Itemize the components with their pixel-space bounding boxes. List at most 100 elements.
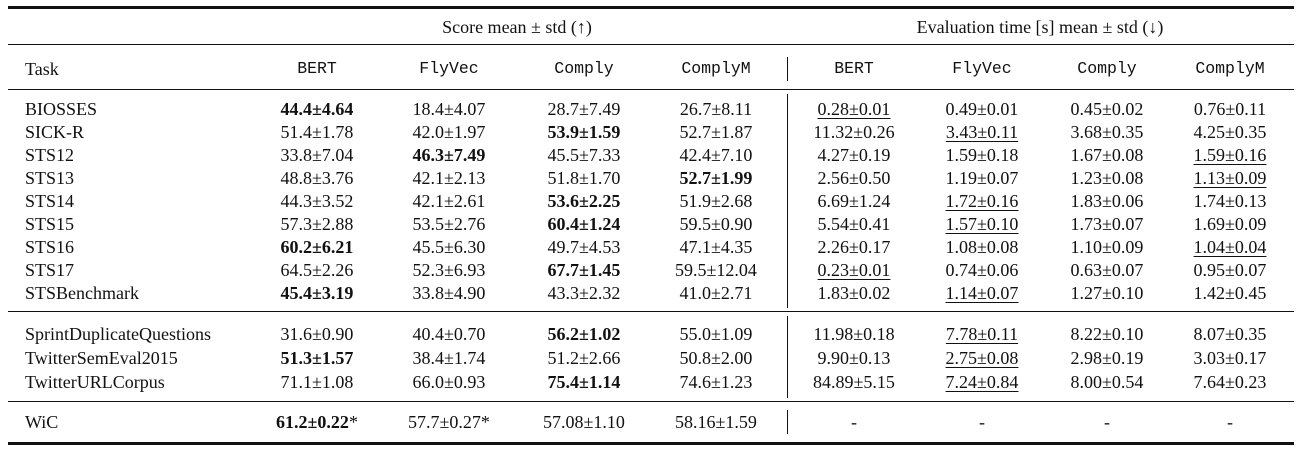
time-cell: 0.76±0.11 — [1194, 98, 1266, 120]
time-cell: 1.67±0.08 — [1071, 144, 1144, 166]
score-value: 51.4±1.78 — [280, 122, 354, 142]
score-model-header: BERT — [297, 59, 337, 78]
time-cell: 3.68±0.35 — [1071, 121, 1144, 143]
score-cell: 58.16±1.59 — [675, 411, 757, 433]
score-value: 57.08±1.10 — [543, 412, 625, 432]
time-value: 1.69±0.09 — [1193, 214, 1267, 234]
score-cell: 57.3±2.88 — [281, 213, 354, 235]
time-value: 1.27±0.10 — [1070, 283, 1144, 303]
score-cell: 60.2±6.21 — [281, 236, 354, 258]
task-name: STS17 — [25, 260, 75, 280]
score-value: 18.4±4.07 — [412, 99, 486, 119]
time-cell: 4.27±0.19 — [818, 144, 891, 166]
time-value: 84.89±5.15 — [813, 372, 895, 392]
time-cell: 11.98±0.18 — [813, 323, 894, 345]
score-cell: 66.0±0.93 — [413, 371, 486, 393]
time-value: 1.42±0.45 — [1193, 283, 1267, 303]
score-cell: 18.4±4.07 — [413, 98, 486, 120]
score-value: 45.4±3.19 — [280, 283, 354, 303]
time-value: 1.72±0.16 — [945, 191, 1019, 211]
score-value: 52.3±6.93 — [412, 260, 486, 280]
time-cell: 1.83±0.06 — [1071, 190, 1144, 212]
score-cell: 42.1±2.61 — [413, 190, 486, 212]
task-name: SICK-R — [25, 122, 85, 142]
time-value: 11.98±0.18 — [813, 324, 895, 344]
score-value: 51.8±1.70 — [547, 168, 621, 188]
score-model-header: ComplyM — [681, 59, 751, 78]
score-value: 53.6±2.25 — [547, 191, 621, 211]
score-value: 46.3±7.49 — [412, 145, 486, 165]
time-value: 3.03±0.17 — [1193, 348, 1267, 368]
time-value: 8.00±0.54 — [1070, 372, 1144, 392]
task-name: STS14 — [25, 191, 75, 211]
time-model-header: ComplyM — [1195, 59, 1265, 78]
time-value: 1.08±0.08 — [945, 237, 1019, 257]
task-name: BIOSSES — [25, 99, 98, 119]
score-model-header: Comply — [554, 59, 614, 78]
score-cell: 51.3±1.57 — [281, 347, 354, 369]
score-value: 33.8±7.04 — [280, 145, 354, 165]
time-value: 3.68±0.35 — [1070, 122, 1144, 142]
score-cell: 67.7±1.45 — [548, 259, 621, 281]
section2-vertical-separator — [787, 316, 789, 398]
time-cell: 8.22±0.10 — [1071, 323, 1144, 345]
time-cell: 0.74±0.06 — [946, 259, 1019, 281]
task-name: WiC — [25, 412, 59, 432]
score-value: 42.1±2.13 — [412, 168, 486, 188]
task-name: STS13 — [25, 168, 75, 188]
time-value: 1.13±0.09 — [1193, 168, 1267, 188]
score-model-header: FlyVec — [419, 59, 479, 78]
score-value: 60.4±1.24 — [547, 214, 621, 234]
time-cell: 5.54±0.41 — [818, 213, 891, 235]
score-cell: 45.5±7.33 — [548, 144, 621, 166]
score-cell: 47.1±4.35 — [680, 236, 753, 258]
score-value: 59.5±12.04 — [675, 260, 757, 280]
time-value: 5.54±0.41 — [817, 214, 891, 234]
time-cell: 0.45±0.02 — [1071, 98, 1144, 120]
task-name: STS12 — [25, 145, 75, 165]
time-cell: 11.32±0.26 — [813, 121, 894, 143]
time-cell: 8.07±0.35 — [1194, 323, 1267, 345]
time-value: 8.07±0.35 — [1193, 324, 1267, 344]
score-cell: 31.6±0.90 — [281, 323, 354, 345]
time-value: - — [979, 412, 985, 432]
score-cell: 33.8±4.90 — [413, 282, 486, 304]
score-value: 60.2±6.21 — [280, 237, 354, 257]
time-cell: 8.00±0.54 — [1071, 371, 1144, 393]
time-value: 2.75±0.08 — [945, 348, 1019, 368]
score-value: 43.3±2.32 — [547, 283, 621, 303]
time-cell: 1.59±0.18 — [946, 144, 1019, 166]
time-cell: - — [1104, 411, 1110, 433]
time-value: 2.26±0.17 — [817, 237, 891, 257]
score-cell: 51.9±2.68 — [680, 190, 753, 212]
score-cell: 53.6±2.25 — [548, 190, 621, 212]
time-cell: 1.14±0.07 — [946, 282, 1019, 304]
score-cell: 60.4±1.24 — [548, 213, 621, 235]
time-cell: 1.13±0.09 — [1194, 167, 1267, 189]
score-cell: 53.5±2.76 — [413, 213, 486, 235]
header-group-rule — [8, 44, 1294, 46]
time-value: 11.32±0.26 — [813, 122, 895, 142]
score-value: 26.7±8.11 — [679, 99, 753, 119]
time-value: 1.14±0.07 — [945, 283, 1019, 303]
time-cell: 1.74±0.13 — [1194, 190, 1267, 212]
score-value: 45.5±6.30 — [412, 237, 486, 257]
time-value: 9.90±0.13 — [817, 348, 891, 368]
score-cell: 51.2±2.66 — [548, 347, 621, 369]
score-value: 42.0±1.97 — [412, 122, 486, 142]
score-cell: 42.1±2.13 — [413, 167, 486, 189]
time-cell: - — [979, 411, 985, 433]
score-cell: 44.4±4.64 — [281, 98, 354, 120]
time-cell: 2.26±0.17 — [818, 236, 891, 258]
time-cell: 2.56±0.50 — [818, 167, 891, 189]
score-cell: 44.3±3.52 — [281, 190, 354, 212]
time-value: 0.23±0.01 — [817, 260, 891, 280]
time-cell: 0.63±0.07 — [1071, 259, 1144, 281]
time-cell: 7.24±0.84 — [946, 371, 1019, 393]
time-value: 1.83±0.02 — [817, 283, 891, 303]
score-value: 55.0±1.09 — [679, 324, 753, 344]
time-value: 0.76±0.11 — [1193, 99, 1267, 119]
score-cell: 53.9±1.59 — [548, 121, 621, 143]
time-cell: 1.10±0.09 — [1071, 236, 1144, 258]
score-cell: 45.4±3.19 — [281, 282, 354, 304]
